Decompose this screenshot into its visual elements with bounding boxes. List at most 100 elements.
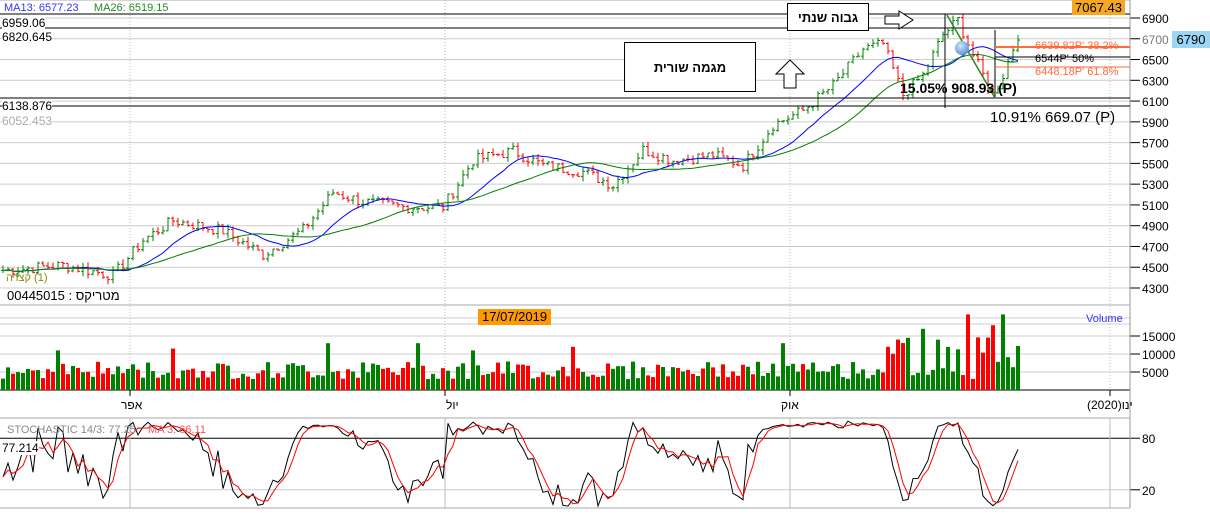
- volume-bar: [766, 373, 770, 390]
- volume-bar: [51, 371, 55, 390]
- fib-38-label: 6639.82P' 38.2%: [1035, 40, 1119, 52]
- stoch-tick-label: 80: [1142, 432, 1156, 446]
- volume-bar: [586, 376, 590, 390]
- y-tick-label: 5500: [1142, 157, 1169, 171]
- stoch-tick-label: 20: [1142, 484, 1156, 498]
- volume-bar: [751, 374, 755, 390]
- volume-bar: [351, 371, 355, 390]
- volume-bar: [36, 370, 40, 390]
- volume-bar: [291, 363, 295, 390]
- volume-bar: [181, 370, 185, 390]
- volume-bar: [386, 367, 390, 390]
- trend-box[interactable]: מגמה שורית: [624, 42, 756, 92]
- volume-bar: [986, 337, 990, 390]
- volume-bar: [76, 367, 80, 390]
- volume-tick-label: 5000: [1142, 366, 1169, 380]
- volume-bar: [246, 376, 250, 390]
- wave-label: (1) קצרה: [6, 272, 48, 284]
- volume-bar: [561, 366, 565, 390]
- volume-bar: [681, 371, 685, 390]
- volume-bar: [656, 364, 660, 390]
- volume-bar: [841, 376, 845, 390]
- volume-bar: [901, 343, 905, 390]
- volume-bar: [316, 375, 320, 390]
- volume-bar: [326, 343, 330, 390]
- volume-bar: [46, 369, 50, 390]
- volume-bar: [61, 363, 65, 390]
- volume-bar: [111, 374, 115, 390]
- volume-bar: [646, 375, 650, 390]
- volume-bar: [191, 368, 195, 390]
- volume-bar: [876, 369, 880, 390]
- volume-bar: [446, 370, 450, 390]
- volume-bar: [516, 364, 520, 390]
- volume-bar: [436, 378, 440, 390]
- last-price-badge: 6790: [1172, 31, 1210, 48]
- volume-bar: [816, 371, 820, 390]
- volume-bar: [1, 378, 5, 390]
- volume-bar: [536, 377, 540, 390]
- volume-bar: [921, 328, 925, 390]
- volume-bar: [601, 375, 605, 390]
- volume-bar: [156, 377, 160, 390]
- y-tick-label: 5900: [1142, 116, 1169, 130]
- month-label: ינו(2020): [1087, 398, 1133, 412]
- volume-bar: [866, 378, 870, 390]
- y-tick-label: 6900: [1142, 12, 1169, 26]
- volume-bar: [1016, 346, 1020, 390]
- volume-bar: [236, 378, 240, 390]
- volume-bar: [21, 373, 25, 390]
- volume-bar: [641, 367, 645, 390]
- volume-bar: [361, 362, 365, 390]
- info-bubble-icon[interactable]: [955, 41, 969, 55]
- volume-bar: [496, 362, 500, 390]
- volume-bar: [176, 378, 180, 390]
- volume-bar: [951, 371, 955, 390]
- volume-bar: [576, 368, 580, 390]
- volume-bar: [416, 343, 420, 390]
- volume-bar: [606, 363, 610, 390]
- volume-bar: [931, 369, 935, 390]
- volume-bar: [651, 377, 655, 390]
- volume-bar: [136, 369, 140, 390]
- volume-bar: [31, 370, 35, 390]
- annual-high-box[interactable]: גבוה שנתי: [787, 3, 869, 31]
- volume-bar: [426, 379, 430, 390]
- volume-bar: [546, 374, 550, 390]
- volume-bar: [311, 377, 315, 390]
- volume-bar: [946, 346, 950, 390]
- volume-bar: [511, 372, 515, 390]
- volume-bar: [911, 375, 915, 390]
- volume-bar: [591, 374, 595, 390]
- volume-bar: [56, 350, 60, 390]
- volume-bar: [771, 363, 775, 390]
- volume-bar: [971, 378, 975, 390]
- volume-bar: [811, 362, 815, 390]
- volume-bar: [961, 375, 965, 390]
- volume-bar: [696, 375, 700, 390]
- volume-bar: [206, 377, 210, 390]
- volume-bar: [966, 314, 970, 390]
- volume-bar: [611, 368, 615, 390]
- fib-50-label: 6544P' 50%: [1035, 53, 1094, 65]
- volume-bar: [381, 368, 385, 390]
- last-price: 6790: [1176, 32, 1206, 47]
- volume-bar: [356, 377, 360, 390]
- volume-bar: [756, 361, 760, 390]
- ma13-line: [2, 46, 1019, 272]
- arrow-right-icon: [884, 10, 914, 30]
- volume-bar: [86, 371, 90, 390]
- volume-bar: [896, 339, 900, 390]
- volume-bar: [256, 373, 260, 390]
- ma13-legend: MA13: 6577.23: [4, 2, 79, 14]
- volume-bar: [336, 371, 340, 390]
- level-label: 6052.453: [2, 114, 53, 128]
- volume-bar: [886, 346, 890, 390]
- volume-bar: [941, 368, 945, 390]
- volume-bar: [501, 373, 505, 390]
- volume-bar: [306, 371, 310, 390]
- volume-bar: [461, 363, 465, 390]
- fib-61-label: 6448.18P' 61.8%: [1035, 66, 1119, 78]
- volume-bar: [666, 376, 670, 390]
